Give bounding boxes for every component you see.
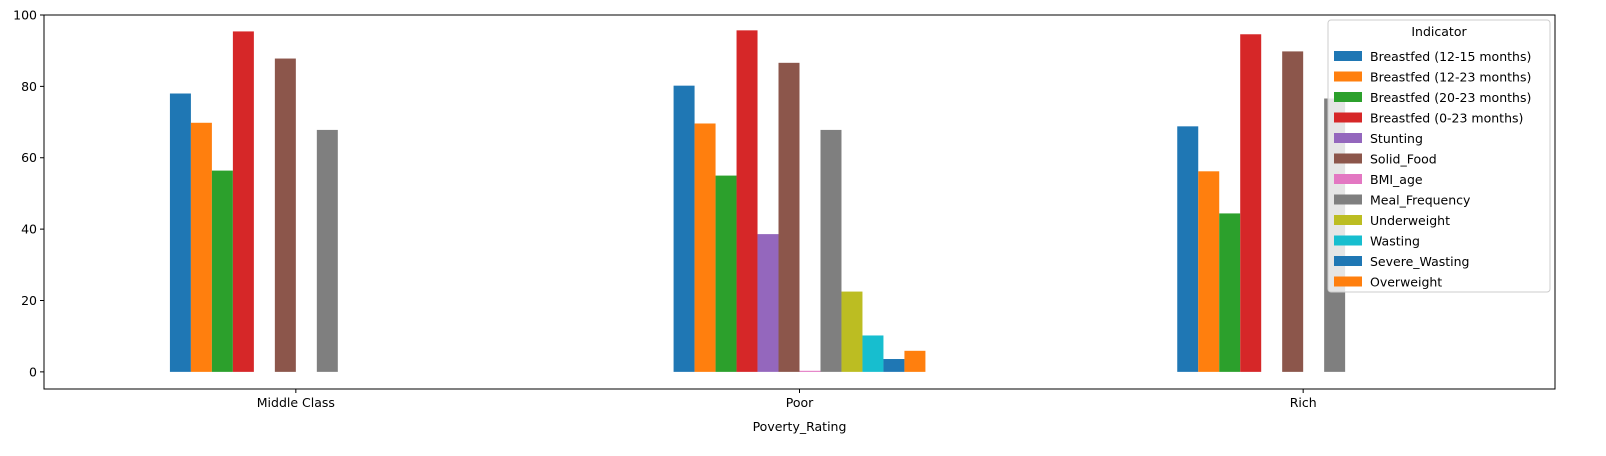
legend-swatch [1334, 51, 1362, 61]
bar [190, 122, 212, 372]
y-tick-label: 20 [21, 293, 37, 308]
legend: Indicator Breastfed (12-15 months)Breast… [1327, 19, 1551, 293]
bars-layer [169, 30, 1346, 372]
x-axis-label: Poverty_Rating [753, 419, 847, 434]
y-tick-label: 80 [21, 79, 37, 94]
legend-label: Stunting [1370, 131, 1423, 146]
bar [841, 291, 863, 372]
legend-swatch [1334, 276, 1362, 287]
x-tick-label: Middle Class [257, 395, 335, 410]
y-tick-label: 0 [29, 364, 37, 379]
bar [883, 359, 905, 372]
legend-swatch [1334, 256, 1362, 266]
bar [1177, 126, 1199, 372]
bar [232, 31, 254, 372]
legend-label: Breastfed (12-23 months) [1370, 70, 1531, 85]
legend-label: Wasting [1370, 234, 1420, 249]
bar [316, 129, 338, 372]
bar [274, 58, 296, 372]
legend-swatch [1334, 235, 1362, 246]
bar [715, 175, 737, 372]
legend-label: Breastfed (20-23 months) [1370, 90, 1531, 105]
y-tick-label: 100 [13, 8, 37, 23]
legend-swatch [1334, 112, 1362, 123]
legend-label: Breastfed (12-15 months) [1370, 49, 1531, 64]
bar [904, 350, 926, 372]
bar [1219, 213, 1241, 372]
bar [778, 62, 800, 372]
bar [799, 370, 821, 372]
legend-swatch [1334, 92, 1362, 102]
bar [211, 170, 233, 372]
bar [820, 129, 842, 372]
legend-swatch [1334, 215, 1362, 225]
x-tick-label: Rich [1290, 395, 1317, 410]
legend-swatch [1334, 194, 1362, 205]
y-tick-label: 60 [21, 150, 37, 165]
legend-label: Meal_Frequency [1370, 193, 1471, 208]
bar [862, 335, 884, 372]
legend-label: Solid_Food [1370, 152, 1437, 167]
legend-title: Indicator [1411, 24, 1467, 39]
x-tick-label: Poor [786, 395, 814, 410]
bar [694, 123, 716, 372]
bar [1282, 51, 1304, 372]
legend-swatch [1334, 153, 1362, 164]
legend-swatch [1334, 71, 1362, 82]
legend-box [1327, 19, 1551, 293]
bar [673, 85, 695, 372]
legend-label: Overweight [1370, 275, 1442, 290]
legend-label: Severe_Wasting [1370, 254, 1469, 269]
legend-items: Breastfed (12-15 months) Breastfed (12-23… [1334, 49, 1531, 290]
y-tick-label: 40 [21, 222, 37, 237]
legend-label: BMI_age [1370, 172, 1423, 187]
legend-swatch [1334, 174, 1362, 184]
bar [1198, 171, 1220, 372]
bar [1240, 34, 1262, 372]
legend-swatch [1334, 133, 1362, 143]
axes-layer: 0 20 40 60 80 100 Middle Class Poor Rich [13, 8, 1317, 411]
bar [736, 30, 758, 372]
bar [169, 93, 191, 372]
legend-label: Breastfed (0-23 months) [1370, 111, 1523, 126]
legend-label: Underweight [1370, 213, 1450, 228]
bar [757, 234, 779, 372]
